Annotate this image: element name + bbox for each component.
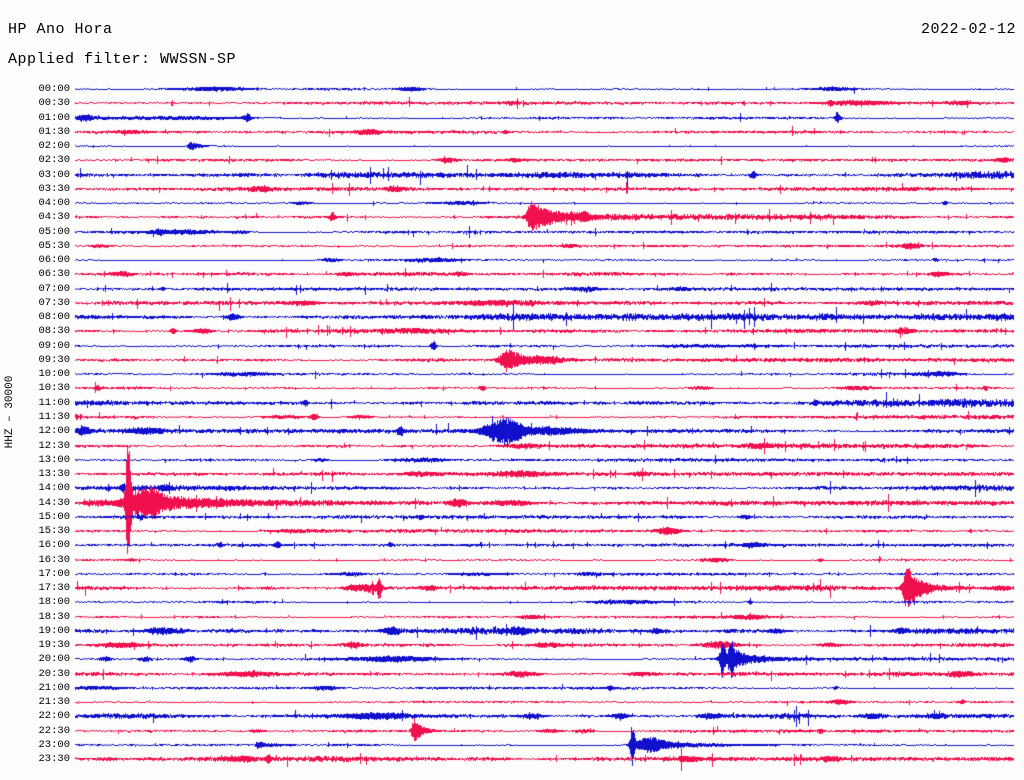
seismogram-trace-plot: [0, 0, 1024, 780]
